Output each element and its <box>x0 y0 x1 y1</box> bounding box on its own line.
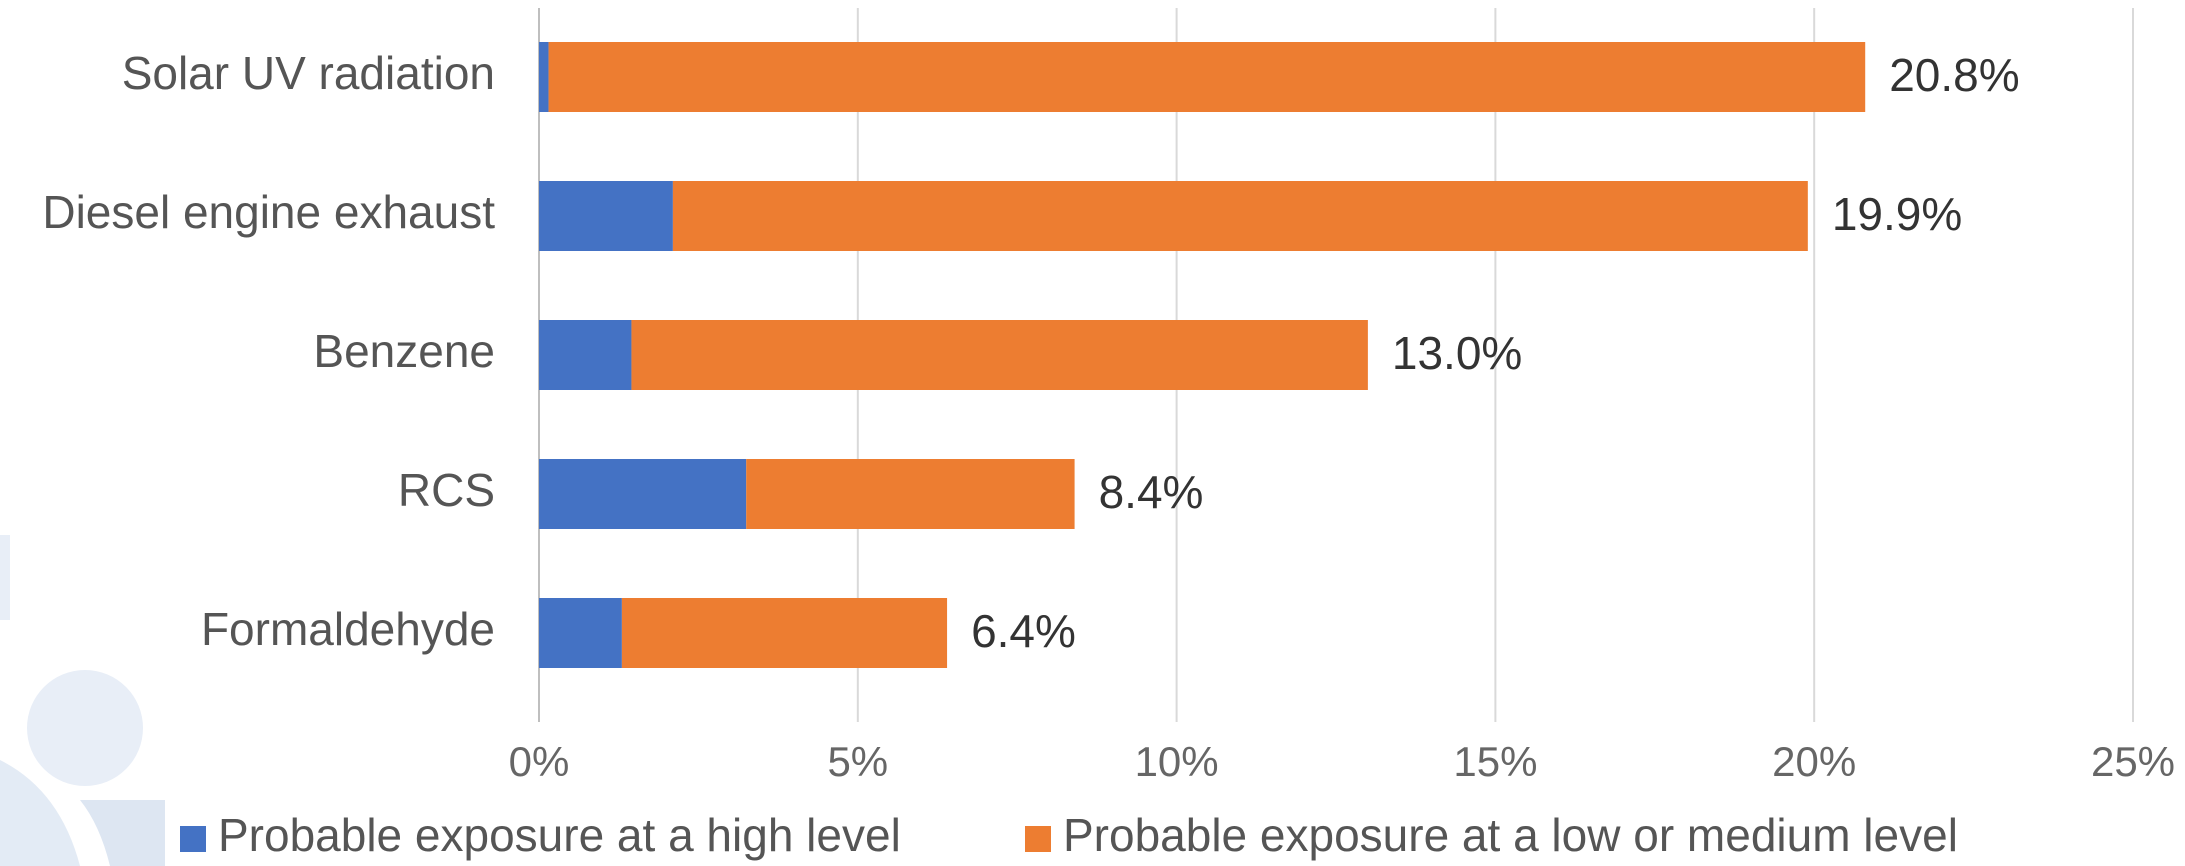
x-tick-label: 5% <box>827 738 888 785</box>
category-label: Solar UV radiation <box>122 47 495 99</box>
decorative-background-shapes <box>0 535 165 866</box>
bar-segment-high-level <box>539 42 549 112</box>
data-label-total: 19.9% <box>1832 188 1962 240</box>
category-label: Formaldehyde <box>201 603 495 655</box>
x-tick-label: 10% <box>1135 738 1219 785</box>
data-label-total: 20.8% <box>1889 49 2019 101</box>
decorative-block <box>80 800 165 866</box>
category-label: Benzene <box>313 325 495 377</box>
x-tick-label: 25% <box>2091 738 2175 785</box>
bar-segment-high-level <box>539 598 622 668</box>
bar-segment-low-medium-level <box>746 459 1075 529</box>
category-labels: Solar UV radiation Diesel engine exhaust B… <box>42 47 495 655</box>
x-tick-label: 15% <box>1453 738 1537 785</box>
legend-swatch <box>180 826 206 852</box>
decorative-bar <box>0 535 10 620</box>
category-label: Diesel engine exhaust <box>42 186 495 238</box>
x-axis-tick-labels: 0% 5% 10% 15% 20% 25% <box>509 738 2175 785</box>
x-tick-label: 20% <box>1772 738 1856 785</box>
data-label-total: 13.0% <box>1392 327 1522 379</box>
data-label-total: 6.4% <box>971 605 1076 657</box>
legend: Probable exposure at a high level Probabl… <box>180 809 1958 861</box>
bar-segment-low-medium-level <box>672 181 1808 251</box>
bar-segment-high-level <box>539 320 632 390</box>
legend-swatch <box>1025 826 1051 852</box>
data-label-total: 8.4% <box>1099 466 1204 518</box>
bar-segment-high-level <box>539 459 747 529</box>
bar-segment-low-medium-level <box>631 320 1368 390</box>
x-tick-label: 0% <box>509 738 570 785</box>
legend-label: Probable exposure at a low or medium lev… <box>1063 809 1958 861</box>
decorative-circle <box>27 670 143 786</box>
category-label: RCS <box>398 464 495 516</box>
legend-label: Probable exposure at a high level <box>218 809 901 861</box>
bar-segment-low-medium-level <box>548 42 1866 112</box>
data-labels: 20.8% 19.9% 13.0% 8.4% 6.4% <box>971 49 2020 657</box>
bars <box>539 42 1866 668</box>
bar-segment-high-level <box>539 181 673 251</box>
bar-segment-low-medium-level <box>621 598 948 668</box>
decorative-arc <box>0 760 80 866</box>
